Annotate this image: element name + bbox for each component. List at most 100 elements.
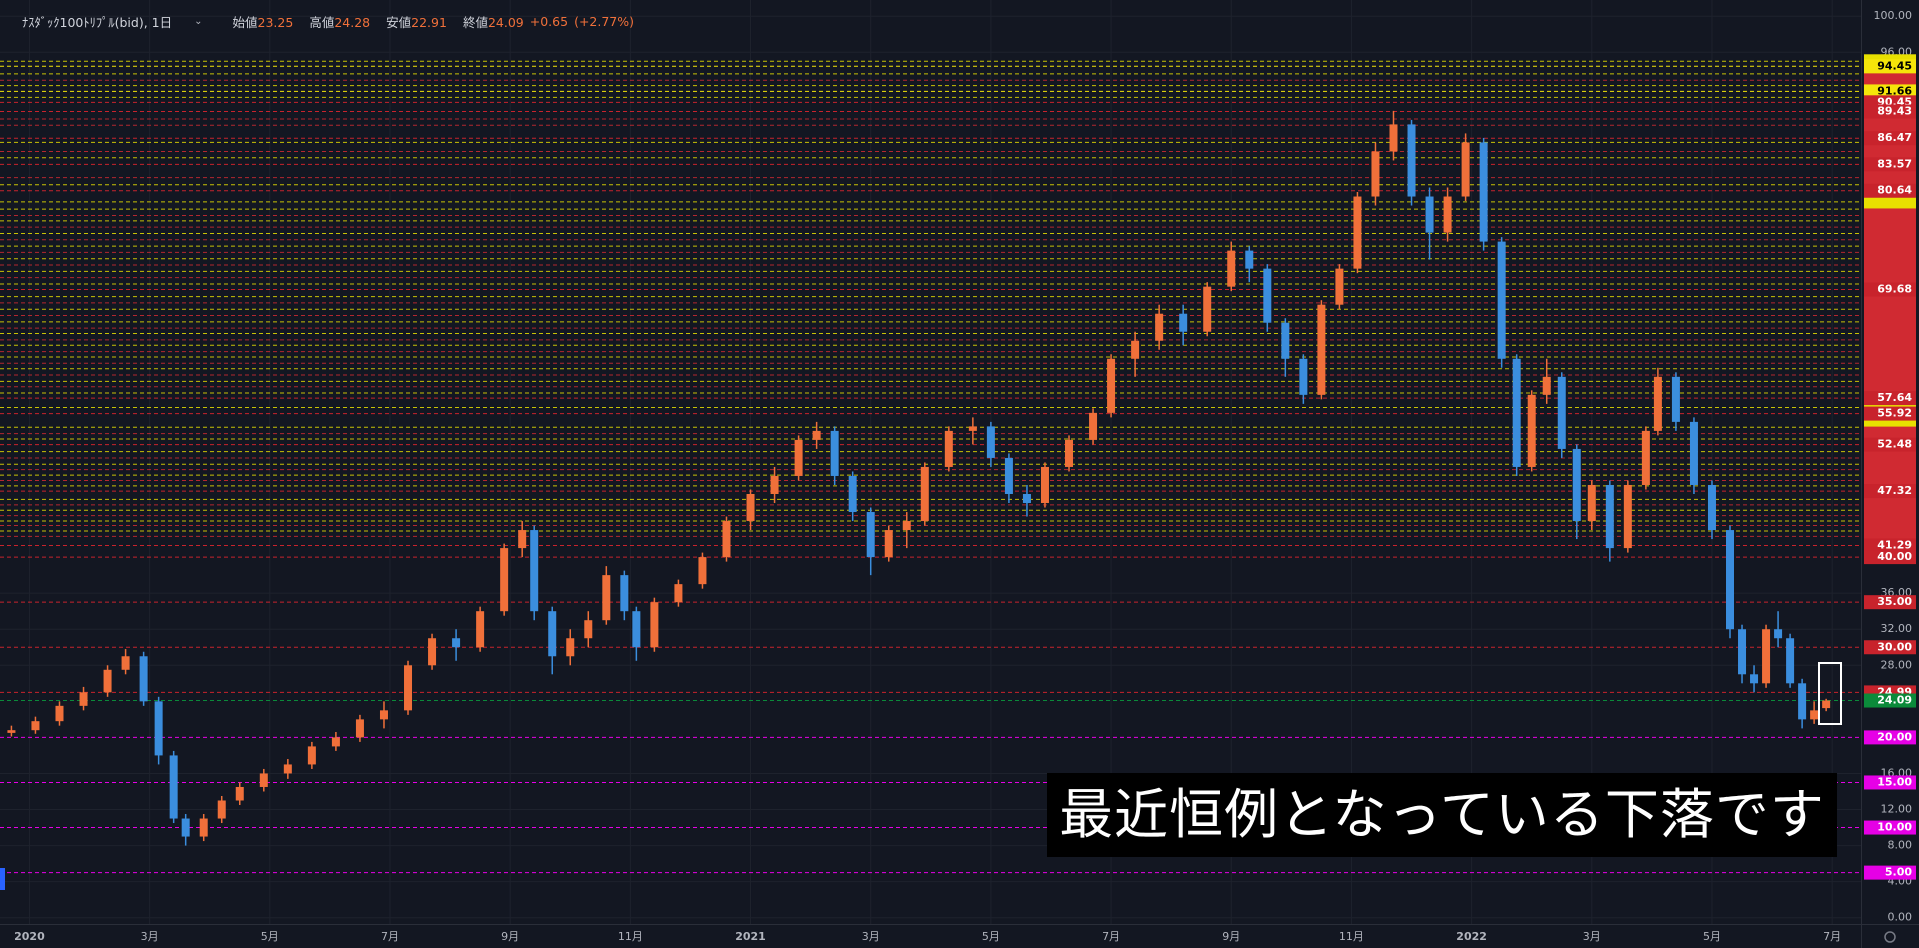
price-label: 69.68	[1877, 283, 1912, 296]
ohlc-value: 24.09	[487, 15, 524, 30]
level-marker	[1864, 462, 1916, 477]
candle-body	[1004, 457, 1013, 495]
candle-body	[154, 701, 163, 756]
candle-body	[1179, 313, 1188, 332]
candle-body	[181, 818, 190, 837]
candle-body	[1810, 710, 1819, 720]
y-tick-label: 32.00	[1881, 622, 1913, 635]
price-label: 24.09	[1877, 694, 1912, 707]
candle-body	[812, 430, 821, 440]
candle-body	[944, 430, 953, 467]
level-marker	[1864, 144, 1916, 159]
price-label-box	[1864, 820, 1916, 835]
level-marker	[1864, 497, 1916, 512]
level-marker	[1864, 356, 1916, 371]
level-marker	[1864, 258, 1916, 273]
x-tick-label: 3月	[1583, 930, 1601, 943]
candle-body	[1557, 376, 1566, 449]
candle-body	[794, 439, 803, 476]
scroll-handle	[0, 868, 5, 890]
candle-body	[884, 530, 893, 558]
candle-body	[1512, 358, 1521, 467]
price-label: 94.45	[1877, 59, 1912, 72]
candle-body	[1689, 421, 1698, 485]
y-tick-label: 12.00	[1881, 803, 1913, 816]
highlight-box	[1818, 662, 1842, 725]
level-marker	[1864, 194, 1916, 209]
candle-body	[1786, 638, 1795, 684]
candle-body	[584, 620, 593, 639]
candle-body	[770, 475, 779, 495]
candle-body	[1299, 358, 1308, 395]
price-label: 40.00	[1877, 550, 1912, 563]
candle-body	[1131, 340, 1140, 359]
candle-body	[620, 575, 629, 612]
candle-body	[404, 665, 413, 711]
candle-body	[331, 737, 340, 747]
symbol-menu-caret[interactable]: ⌄	[194, 16, 203, 27]
x-tick-label: 7月	[381, 930, 399, 943]
candle-body	[1527, 394, 1536, 467]
candle-body	[1281, 322, 1290, 359]
y-tick-label: 28.00	[1881, 658, 1913, 671]
level-marker	[1864, 368, 1916, 383]
price-label-box	[1864, 59, 1916, 74]
price-label-box	[1864, 550, 1916, 565]
candle-body	[1443, 196, 1452, 233]
candle-body	[1497, 241, 1506, 359]
price-label-box	[1864, 437, 1916, 452]
candle-body	[199, 818, 208, 837]
price-label-box	[1864, 595, 1916, 610]
x-tick-label: 2020	[14, 930, 45, 943]
candle-body	[1317, 304, 1326, 395]
level-marker	[1864, 208, 1916, 223]
price-label: 20.00	[1877, 730, 1912, 743]
candle-body	[1707, 484, 1716, 531]
change-percent: (+2.77%)	[574, 14, 634, 29]
level-marker	[1864, 232, 1916, 247]
candle-body	[1726, 530, 1735, 630]
price-label-box	[1864, 282, 1916, 297]
candle-body	[55, 705, 64, 722]
symbol[interactable]: ﾅｽﾀﾞｯｸ100ﾄﾘﾌﾟﾙ(bid), 1日	[22, 15, 173, 30]
legend-header: ﾅｽﾀﾞｯｸ100ﾄﾘﾌﾟﾙ(bid), 1日 ⌄ 始値23.25 高値24.2…	[22, 12, 634, 31]
settings-icon[interactable]	[1884, 931, 1896, 943]
candle-body	[169, 755, 178, 819]
price-label: 80.64	[1877, 184, 1912, 197]
candle-body	[1407, 124, 1416, 197]
price-label-box	[1864, 84, 1916, 99]
candle-body	[1389, 124, 1398, 152]
ohlc-value: 22.91	[411, 15, 447, 30]
candle-body	[1353, 196, 1362, 269]
price-label-box	[1864, 391, 1916, 406]
price-label-box	[1864, 730, 1916, 745]
candle-body	[518, 530, 527, 549]
price-label-box	[1864, 157, 1916, 172]
candle-body	[1798, 683, 1807, 720]
price-label: 91.66	[1877, 84, 1912, 97]
level-marker	[1864, 508, 1916, 523]
ohlc-label: 終値	[462, 15, 488, 30]
price-label: 5.00	[1885, 866, 1912, 879]
level-marker	[1864, 473, 1916, 488]
y-tick-label: 100.00	[1874, 9, 1913, 22]
x-tick-label: 2021	[735, 930, 766, 943]
level-marker	[1864, 332, 1916, 347]
price-label: 83.57	[1877, 157, 1912, 170]
x-tick-label: 2022	[1456, 930, 1487, 943]
level-marker	[1864, 245, 1916, 260]
price-label-box	[1864, 406, 1916, 421]
candle-body	[7, 730, 16, 733]
price-label-box	[1864, 538, 1916, 553]
candle-body	[1762, 629, 1771, 684]
x-tick-label: 5月	[982, 930, 1000, 943]
candle-body	[1822, 700, 1831, 709]
candle-body	[1107, 358, 1116, 413]
ohlc-value: 23.25	[257, 15, 294, 30]
price-label-box	[1864, 865, 1916, 880]
price-label-box	[1864, 640, 1916, 655]
price-label: 55.92	[1877, 407, 1912, 420]
price-label: 15.00	[1877, 775, 1912, 788]
level-marker	[1864, 308, 1916, 323]
price-label-box	[1864, 104, 1916, 119]
